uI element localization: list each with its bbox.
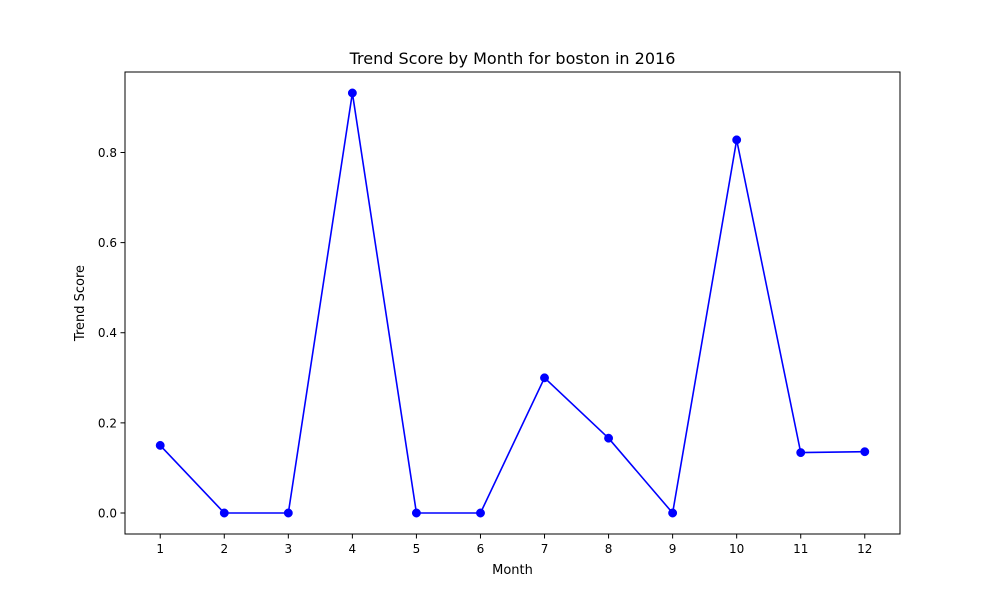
data-point (476, 508, 485, 518)
data-point (347, 88, 357, 98)
x-tick-label: 5 (413, 542, 421, 556)
data-point (155, 440, 165, 450)
chart-title: Trend Score by Month for boston in 2016 (349, 49, 676, 68)
x-tick-label: 11 (793, 542, 808, 556)
series-line (159, 92, 865, 514)
plot-area (124, 71, 901, 535)
x-tick-label: 9 (669, 542, 677, 556)
y-tick-label: 0.8 (98, 146, 117, 160)
data-point (668, 508, 678, 518)
x-tick-label: 12 (857, 542, 872, 556)
data-point (860, 447, 870, 457)
x-tick-label: 10 (729, 542, 744, 556)
y-axis-label: Trend Score (73, 265, 88, 342)
data-point (411, 508, 421, 518)
x-tick-label: 4 (349, 542, 357, 556)
y-tick-label: 0.4 (98, 326, 117, 340)
x-tick-label: 3 (285, 542, 293, 556)
series-layer (155, 88, 870, 518)
data-point (283, 508, 293, 518)
plot-frame (124, 71, 901, 535)
data-point (604, 433, 614, 443)
x-axis: 1 2 3 4 5 6 7 8 9 10 11 12 (156, 534, 872, 556)
x-tick-label: 7 (541, 542, 549, 556)
x-axis-label: Month (492, 563, 533, 578)
y-tick-label: 0.6 (98, 236, 117, 250)
data-point (219, 508, 229, 518)
data-point (796, 448, 806, 458)
x-tick-label: 6 (477, 542, 485, 556)
y-tick-label: 0.0 (98, 507, 117, 521)
y-tick-label: 0.2 (98, 416, 117, 430)
x-tick-label: 8 (605, 542, 613, 556)
y-axis: 0.0 0.2 0.4 0.6 0.8 (98, 146, 125, 521)
data-point (732, 135, 742, 145)
data-point (540, 373, 549, 383)
x-tick-label: 2 (220, 542, 228, 556)
x-tick-label: 1 (156, 542, 164, 556)
